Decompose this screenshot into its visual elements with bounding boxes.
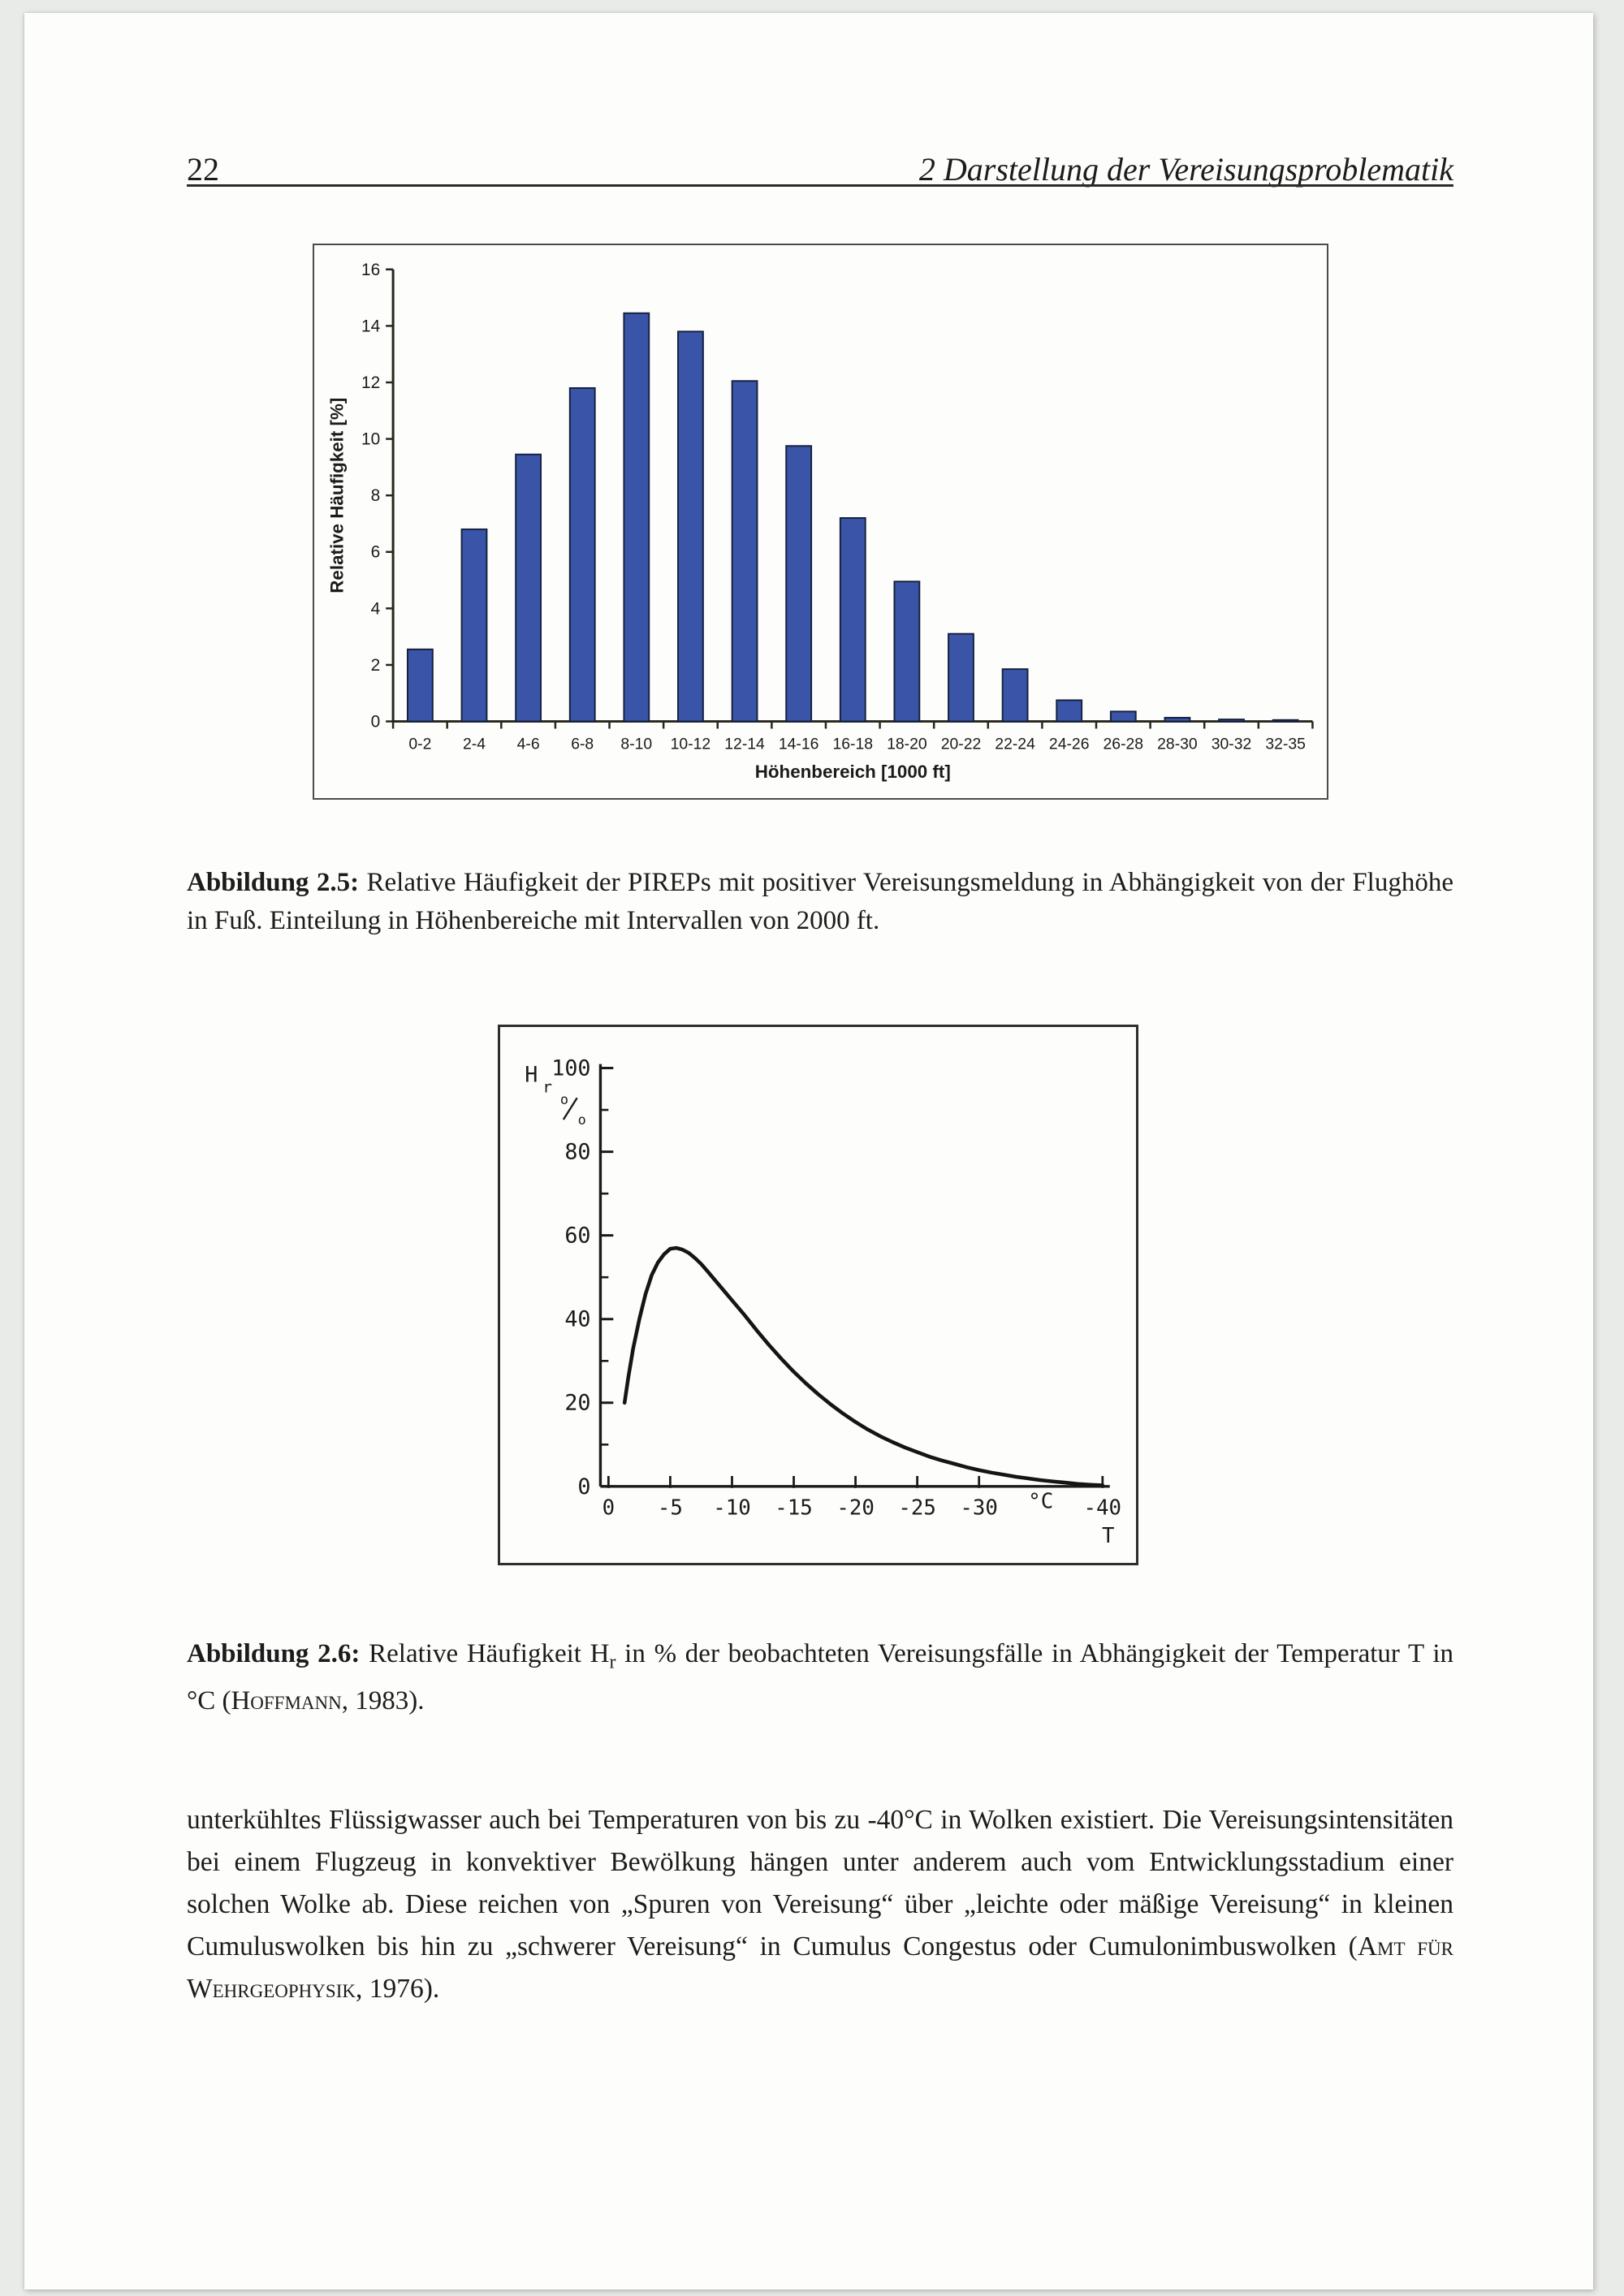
x-category-label: 32-35 bbox=[1265, 735, 1306, 753]
frequency-curve bbox=[622, 1245, 1105, 1487]
y-tick-label: 4 bbox=[371, 599, 381, 618]
bar bbox=[1218, 719, 1245, 723]
x-category-label: 8-10 bbox=[620, 735, 652, 753]
x-category-label: 6-8 bbox=[571, 735, 594, 753]
bar bbox=[785, 445, 813, 723]
bar bbox=[515, 453, 542, 723]
x-category-label: 16-18 bbox=[832, 735, 873, 753]
figure-2-5-caption-text: Relative Häufigkeit der PIREPs mit posit… bbox=[187, 868, 1453, 935]
x-category-label: 26-28 bbox=[1104, 735, 1144, 753]
x-category-label: 20-22 bbox=[941, 735, 982, 753]
y-axis-title: Relative Häufigkeit [%] bbox=[326, 398, 347, 593]
figure-2-6-caption-text-pre: Relative Häufigkeit H bbox=[369, 1639, 610, 1668]
x-axis-unit-label: °C bbox=[1028, 1490, 1053, 1514]
y-tick-label: 60 bbox=[564, 1224, 590, 1249]
bar bbox=[1056, 699, 1083, 723]
y-tick-label: 0 bbox=[577, 1474, 590, 1500]
y-axis-label-r-subscript: r bbox=[542, 1077, 552, 1096]
x-tick-label: -20 bbox=[836, 1496, 875, 1521]
figure-2-6-caption-text-post: , 1983). bbox=[341, 1685, 425, 1716]
y-tick-label: 8 bbox=[371, 486, 381, 505]
x-category-label: 10-12 bbox=[671, 735, 711, 753]
y-tick-label: 14 bbox=[361, 317, 380, 335]
x-category-label: 18-20 bbox=[887, 735, 927, 753]
x-axis-title: Höhenbereich [1000 ft] bbox=[755, 762, 951, 782]
altitude-bar-chart: 0 2 4 6 8 10 12 14 16 0-2 2-4 4-6 6-8 8-10 10-12 12-14 1… bbox=[326, 261, 1314, 782]
x-category-label: 14-16 bbox=[779, 735, 819, 753]
body-text-pre: unterkühltes Flüssigwasser auch bei Temp… bbox=[187, 1805, 1453, 1962]
y-tick-label: 16 bbox=[361, 261, 380, 279]
bar bbox=[839, 517, 866, 723]
y-tick-label: 10 bbox=[361, 430, 380, 449]
percent-slash bbox=[562, 1097, 578, 1120]
figure-2-6-caption: Abbildung 2.6: Relative Häufigkeit Hr in… bbox=[187, 1635, 1453, 1720]
figure-2-5-caption: Abbildung 2.5: Relative Häufigkeit der P… bbox=[187, 864, 1453, 940]
figure-2-6-label: Abbildung 2.6: bbox=[187, 1639, 361, 1668]
y-tick-label: 40 bbox=[564, 1307, 590, 1332]
figure-2-5-frame: 0 2 4 6 8 10 12 14 16 0-2 2-4 4-6 6-8 8-10 10-12 12-14 1… bbox=[313, 244, 1328, 800]
y-axis-label-H: H bbox=[525, 1062, 538, 1087]
bar bbox=[460, 528, 488, 723]
bar bbox=[623, 312, 650, 723]
x-tick-label: -5 bbox=[658, 1496, 683, 1521]
y-tick-label: 0 bbox=[371, 713, 381, 732]
figure-2-6-caption-text-mid: in % der beobachteten Vereisungsfälle in… bbox=[187, 1639, 1453, 1716]
y-tick-label: 80 bbox=[564, 1140, 590, 1165]
bar bbox=[568, 386, 596, 723]
y-tick-label: 20 bbox=[564, 1391, 590, 1416]
y-tick-label: 100 bbox=[551, 1055, 590, 1081]
bar bbox=[1109, 710, 1137, 723]
body-citation: Amt für Wehrgeophysik bbox=[187, 1931, 1453, 2004]
x-tick-label: -30 bbox=[960, 1496, 998, 1521]
x-category-label: 2-4 bbox=[463, 735, 486, 753]
chapter-title: 2 Darstellung der Vereisungsproblematik bbox=[918, 151, 1453, 188]
hr-subscript: r bbox=[609, 1651, 616, 1673]
document-page: 22 2 Darstellung der Vereisungsproblemat… bbox=[24, 13, 1593, 2290]
figure-2-5-label: Abbildung 2.5: bbox=[187, 868, 360, 897]
x-tick-label: 0 bbox=[603, 1496, 615, 1521]
y-tick-label: 12 bbox=[361, 373, 380, 392]
bar bbox=[677, 330, 704, 723]
x-category-label: 4-6 bbox=[517, 735, 540, 753]
percent-upper-o: o bbox=[560, 1091, 568, 1107]
x-tick-label: -15 bbox=[775, 1496, 813, 1521]
bar bbox=[1164, 717, 1191, 723]
y-tick-label: 2 bbox=[371, 656, 381, 675]
body-paragraph: unterkühltes Flüssigwasser auch bei Temp… bbox=[187, 1799, 1453, 2010]
x-category-label: 12-14 bbox=[724, 735, 765, 753]
figure-2-6-citation: Hoffmann bbox=[231, 1685, 342, 1716]
x-tick-label: -10 bbox=[713, 1496, 751, 1521]
bar bbox=[731, 380, 758, 723]
x-category-label: 30-32 bbox=[1212, 735, 1252, 753]
percent-lower-o: o bbox=[578, 1111, 586, 1128]
y-tick-label: 6 bbox=[371, 543, 381, 562]
page-number: 22 bbox=[187, 151, 219, 188]
bar bbox=[1272, 719, 1299, 723]
header-rule bbox=[187, 184, 1453, 187]
page-header: 22 2 Darstellung der Vereisungsproblemat… bbox=[187, 153, 1453, 187]
x-tick-label: -40 bbox=[1084, 1496, 1122, 1521]
bar bbox=[406, 648, 434, 723]
x-category-label: 0-2 bbox=[408, 735, 431, 753]
bar bbox=[893, 580, 921, 723]
x-category-label: 28-30 bbox=[1157, 735, 1198, 753]
x-axis-variable-label: T bbox=[1102, 1524, 1115, 1548]
x-category-label: 22-24 bbox=[995, 735, 1035, 753]
bar bbox=[1001, 668, 1029, 723]
bar bbox=[948, 632, 974, 723]
body-text-post: , 1976). bbox=[355, 1974, 440, 2004]
x-tick-label: -25 bbox=[898, 1496, 936, 1521]
x-category-label: 24-26 bbox=[1049, 735, 1090, 753]
